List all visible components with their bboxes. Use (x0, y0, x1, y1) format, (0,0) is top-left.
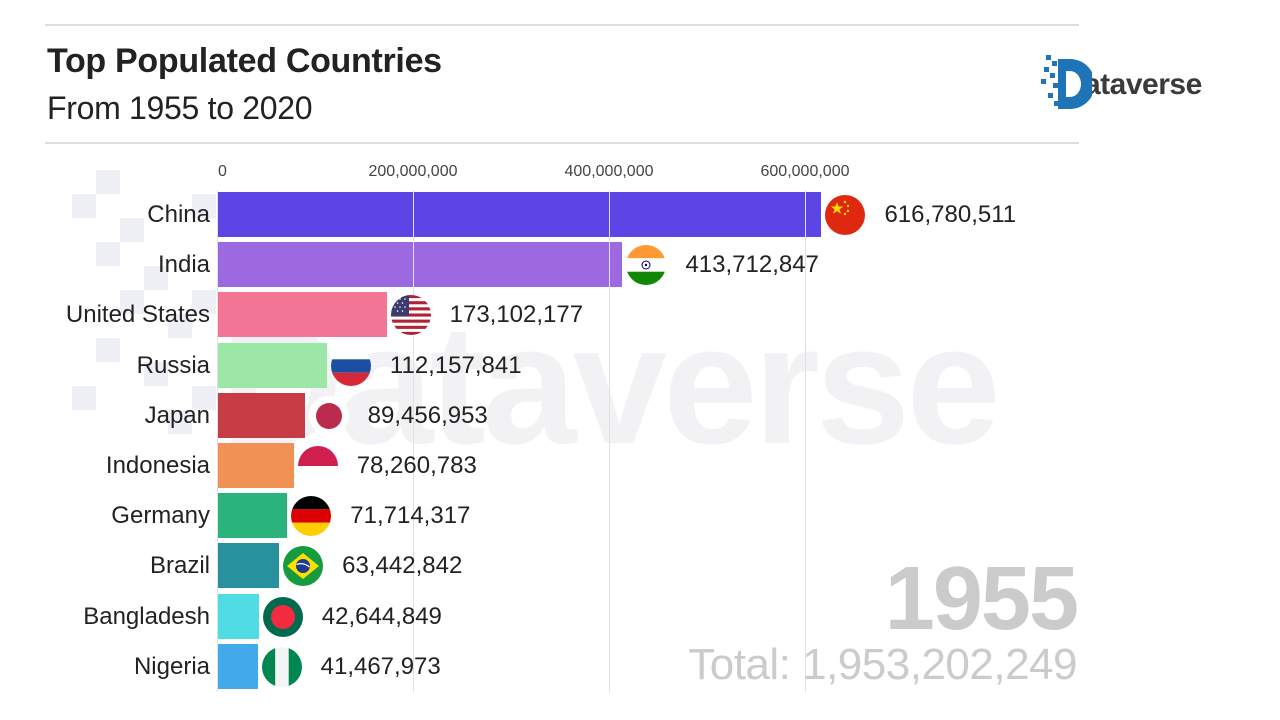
gridline (413, 190, 414, 692)
total-population: Total: 1,953,202,249 (688, 640, 1077, 689)
china-flag-icon (825, 195, 866, 235)
bar (217, 242, 623, 288)
x-tick-label: 600,000,000 (760, 163, 850, 180)
country-label: India (157, 251, 210, 279)
population-value: 63,442,842 (342, 552, 463, 580)
country-label: Brazil (149, 552, 210, 580)
country-label: Bangladesh (83, 602, 210, 630)
x-tick-label: 200,000,000 (368, 163, 458, 180)
bar-row: United States 173,102,177 (0, 292, 1280, 338)
gridline (805, 190, 806, 692)
nigeria-flag-icon (261, 646, 302, 687)
x-tick-label: 400,000,000 (564, 163, 654, 180)
brazil-flag-icon (283, 546, 324, 587)
bar-row: Nigeria 41,467,973 (0, 643, 1280, 690)
chart-subtitle: From 1955 to 2020 (47, 90, 313, 126)
population-value: 173,102,177 (449, 301, 584, 329)
usa-flag-icon (390, 295, 431, 336)
population-value: 413,712,847 (685, 251, 819, 279)
bar-row: India 413,712,847 (0, 242, 1280, 288)
bar (217, 593, 259, 639)
bar (217, 292, 387, 338)
japan-flag-icon (308, 395, 349, 436)
bar (217, 493, 288, 539)
country-label: China (147, 201, 210, 228)
bar-row: Indonesia 78,260,783 (0, 443, 1280, 489)
population-value: 42,644,849 (321, 602, 442, 630)
dataverse-logo: ataverse (1040, 52, 1202, 112)
bar-row: Russia 112,157,841 (0, 342, 1280, 389)
indonesia-flag-icon (297, 446, 338, 486)
gridline (217, 190, 218, 692)
bar (217, 643, 258, 689)
population-value: 71,714,317 (350, 502, 471, 530)
bangladesh-flag-icon (262, 596, 303, 637)
country-label: Germany (111, 502, 210, 530)
country-label: Russia (136, 351, 210, 379)
country-label: United States (65, 301, 210, 329)
dataverse-logo-icon (1041, 55, 1092, 109)
germany-flag-icon (291, 496, 332, 537)
chart-title: Top Populated Countries (47, 42, 442, 80)
bar-row: Bangladesh 42,644,849 (0, 593, 1280, 640)
logo-text: ataverse (1084, 68, 1202, 101)
country-label: Nigeria (133, 652, 210, 680)
population-value: 41,467,973 (320, 652, 441, 680)
country-label: Japan (144, 401, 210, 429)
russia-flag-icon (330, 345, 371, 386)
bar (217, 192, 822, 237)
x-tick-label: 0 (218, 163, 227, 180)
india-flag-icon (626, 245, 667, 286)
watermark-pixels (60, 170, 220, 450)
bar (217, 392, 305, 438)
bar (217, 543, 280, 589)
bar (217, 443, 294, 488)
population-value: 112,157,841 (389, 351, 522, 379)
gridline (609, 190, 610, 692)
population-value: 89,456,953 (367, 401, 488, 429)
population-value: 78,260,783 (356, 452, 477, 479)
country-label: Indonesia (105, 452, 210, 479)
header-divider (45, 142, 1079, 144)
top-divider (45, 24, 1079, 26)
current-year: 1955 (884, 549, 1079, 649)
bar-row: China 616,780,511 (0, 192, 1280, 238)
population-value: 616,780,511 (884, 201, 1017, 228)
bar-row: Japan 89,456,953 (0, 392, 1280, 439)
bar (217, 342, 327, 388)
bar-row: Brazil 63,442,842 (0, 543, 1280, 589)
bar-row: Germany 71,714,317 (0, 493, 1280, 539)
